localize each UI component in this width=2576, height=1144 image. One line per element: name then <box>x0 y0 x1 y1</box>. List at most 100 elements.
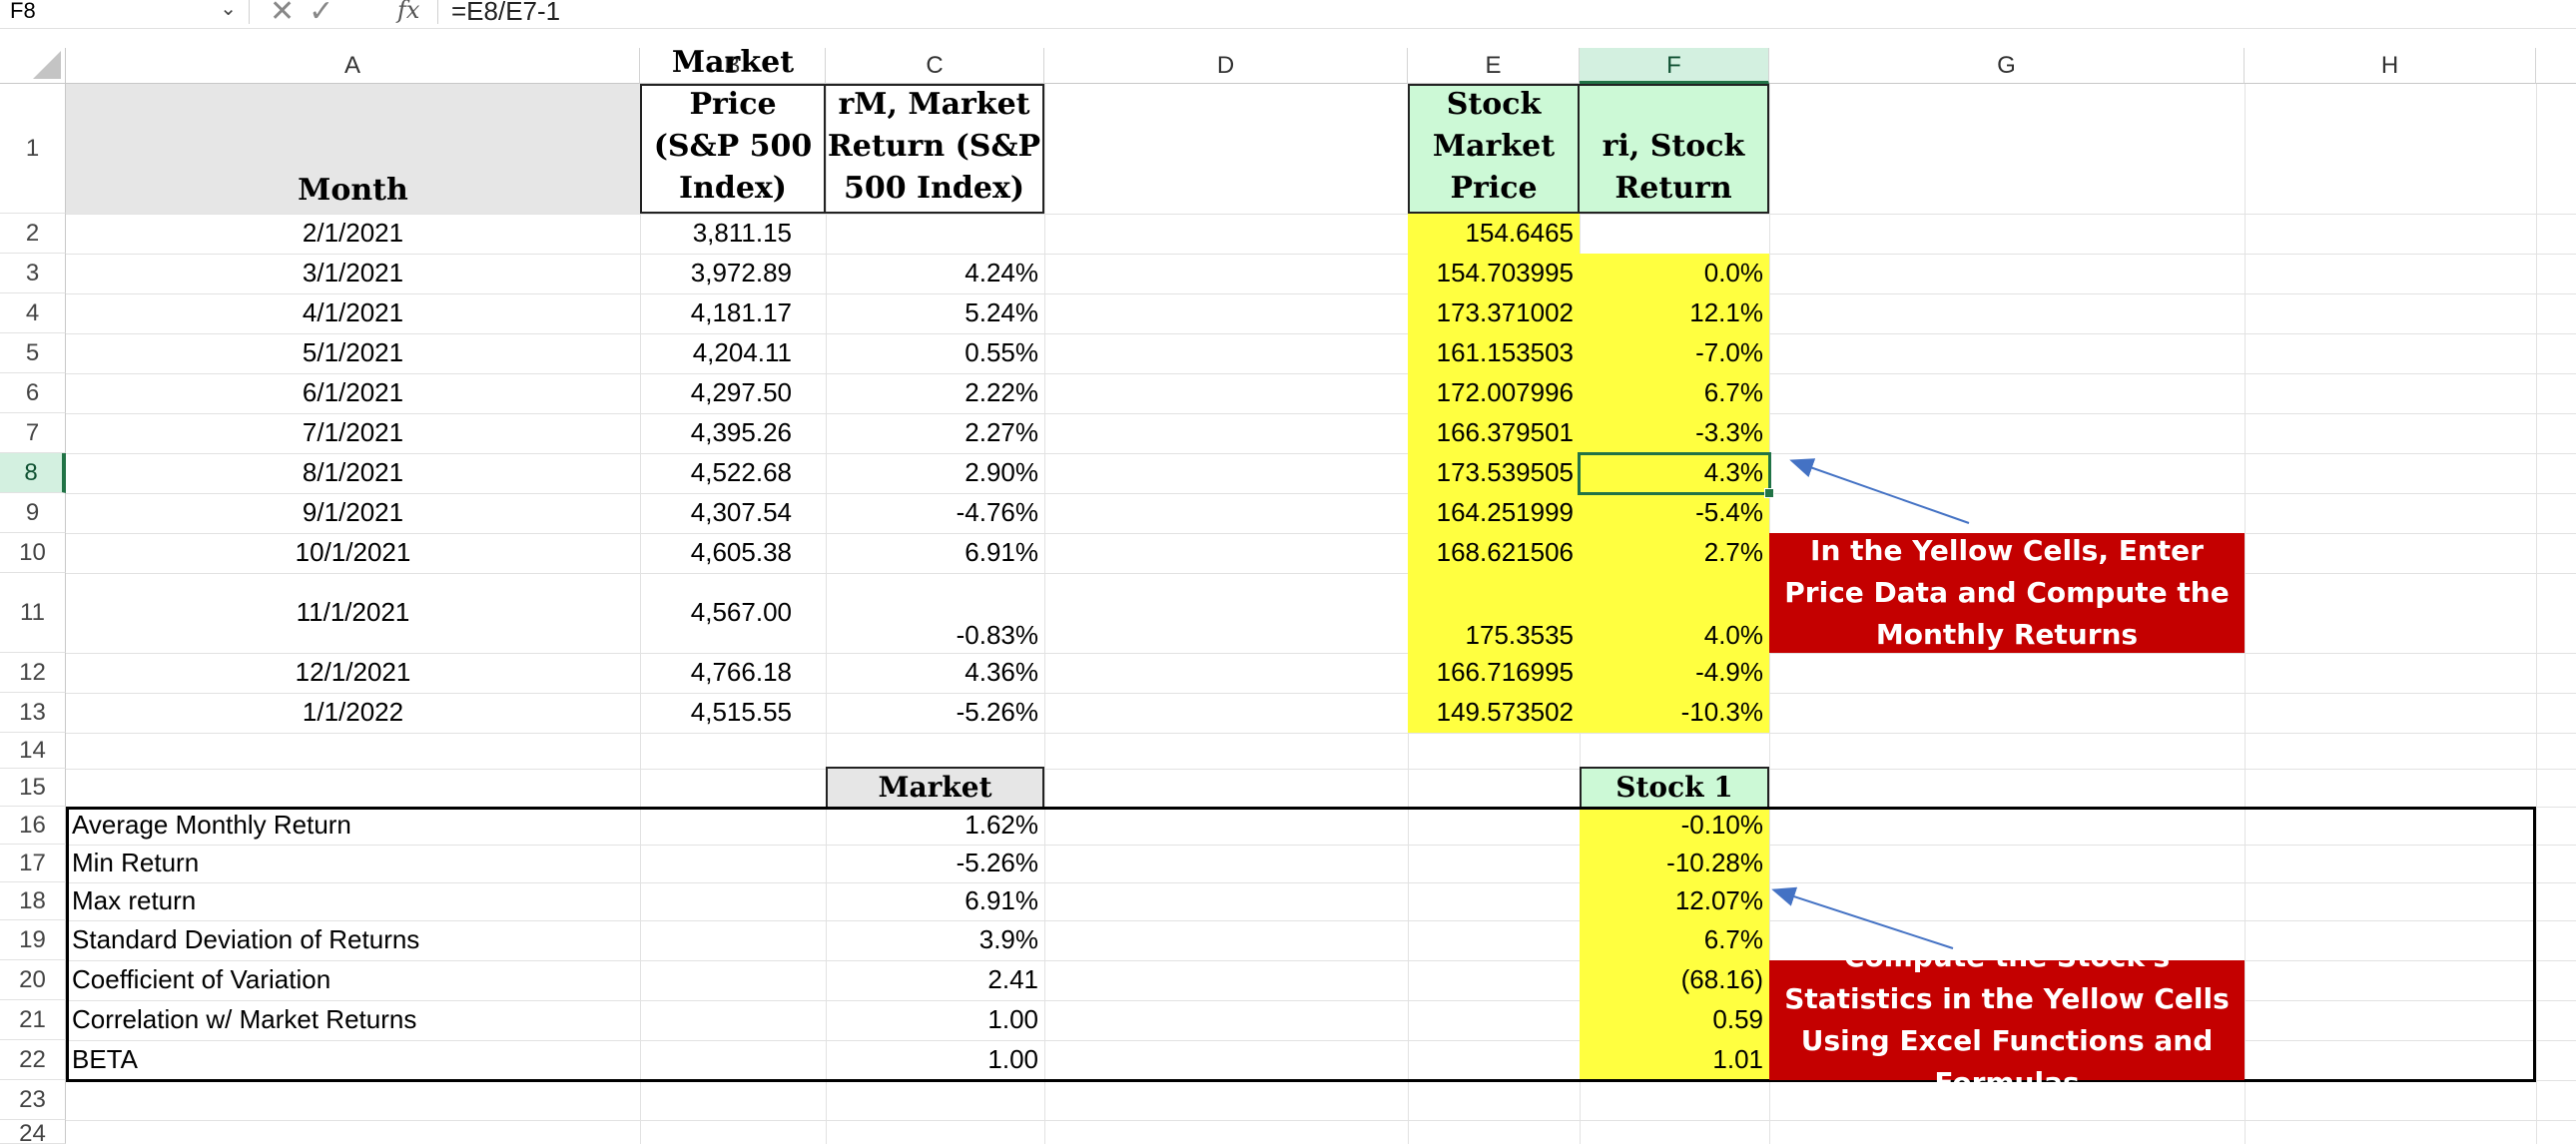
cell-market-price[interactable]: 4,605.38 <box>690 537 792 568</box>
cell-market-price[interactable]: 4,766.18 <box>690 657 792 688</box>
cell-market-return[interactable]: 4.24% <box>965 258 1038 288</box>
cell-month[interactable]: 6/1/2021 <box>302 377 404 408</box>
cell-market-price[interactable]: 4,567.00 <box>690 597 792 628</box>
stats-market-value[interactable]: 1.00 <box>987 1044 1038 1075</box>
cell-market-return[interactable]: 6.91% <box>965 537 1038 568</box>
cell-stock-return[interactable]: -5.4% <box>1695 497 1763 528</box>
cell-stock-return[interactable]: 4.0% <box>1703 619 1763 650</box>
name-box[interactable]: F8 ⌄ <box>0 0 250 24</box>
cell-stock-price[interactable]: 166.716995 <box>1436 657 1574 688</box>
stats-label[interactable]: Correlation w/ Market Returns <box>72 1004 417 1035</box>
fill-handle[interactable] <box>1764 488 1774 498</box>
row-header-17[interactable]: 17 <box>0 845 66 882</box>
stats-market-value[interactable]: 1.62% <box>965 810 1038 841</box>
row-header-23[interactable]: 23 <box>0 1080 66 1120</box>
cell-month[interactable]: 5/1/2021 <box>302 337 404 368</box>
cell-market-price[interactable]: 4,515.55 <box>690 697 792 728</box>
select-all-button[interactable] <box>0 48 66 84</box>
stats-label[interactable]: Average Monthly Return <box>72 810 351 841</box>
cell-month[interactable]: 2/1/2021 <box>302 218 404 249</box>
row-header-7[interactable]: 7 <box>0 413 66 453</box>
stats-stock-value[interactable]: 1.01 <box>1712 1044 1763 1075</box>
cell-market-price[interactable]: 4,395.26 <box>690 417 792 448</box>
cell-stock-price[interactable]: 166.379501 <box>1436 417 1574 448</box>
cell-stock-return[interactable]: 2.7% <box>1703 537 1763 568</box>
cell-stock-return[interactable]: 6.7% <box>1703 377 1763 408</box>
column-header-e[interactable]: E <box>1408 48 1580 84</box>
stats-stock-value[interactable]: 6.7% <box>1703 924 1763 955</box>
column-header-a[interactable]: A <box>66 48 640 84</box>
column-header-f[interactable]: F <box>1580 48 1769 84</box>
cancel-x-icon[interactable]: ✕ <box>270 0 310 28</box>
stats-label[interactable]: Standard Deviation of Returns <box>72 924 420 955</box>
stats-stock-value[interactable]: 12.07% <box>1674 885 1763 916</box>
cell-market-return[interactable]: -0.83% <box>956 619 1038 650</box>
row-header-14[interactable]: 14 <box>0 733 66 769</box>
row-header-3[interactable]: 3 <box>0 254 66 293</box>
stats-market-value[interactable]: 6.91% <box>965 885 1038 916</box>
cell-market-return[interactable]: 2.27% <box>965 417 1038 448</box>
row-header-8[interactable]: 8 <box>0 453 66 493</box>
column-header-b[interactable]: B <box>640 48 826 84</box>
cell-month[interactable]: 7/1/2021 <box>302 417 404 448</box>
row-header-1[interactable]: 1 <box>0 84 66 214</box>
cell-month[interactable]: 3/1/2021 <box>302 258 404 288</box>
cell-stock-price[interactable]: 172.007996 <box>1436 377 1574 408</box>
stats-label[interactable]: Max return <box>72 885 197 916</box>
stats-stock-value[interactable]: (68.16) <box>1680 964 1763 995</box>
cell-stock-return[interactable]: 0.0% <box>1703 258 1763 288</box>
cell-market-price[interactable]: 4,307.54 <box>690 497 792 528</box>
row-header-19[interactable]: 19 <box>0 920 66 960</box>
header-month[interactable]: Month <box>66 84 640 214</box>
cell-stock-price[interactable]: 173.371002 <box>1436 297 1574 328</box>
stats-stock-value[interactable]: 0.59 <box>1712 1004 1763 1035</box>
cell-market-price[interactable]: 4,522.68 <box>690 457 792 488</box>
cell-market-return[interactable]: 4.36% <box>965 657 1038 688</box>
column-header-d[interactable]: D <box>1044 48 1408 84</box>
column-header-h[interactable]: H <box>2245 48 2536 84</box>
cell-market-return[interactable]: -5.26% <box>956 697 1038 728</box>
cell-month[interactable]: 9/1/2021 <box>302 497 404 528</box>
row-header-12[interactable]: 12 <box>0 653 66 693</box>
cell-stock-return[interactable]: 4.3% <box>1703 457 1763 488</box>
cell-market-price[interactable]: 4,297.50 <box>690 377 792 408</box>
row-header-4[interactable]: 4 <box>0 293 66 333</box>
cell-stock-return[interactable]: -10.3% <box>1680 697 1763 728</box>
cell-month[interactable]: 11/1/2021 <box>296 597 410 628</box>
stats-label[interactable]: BETA <box>72 1044 138 1075</box>
cell-stock-price[interactable]: 168.621506 <box>1436 537 1574 568</box>
cell-month[interactable]: 8/1/2021 <box>302 457 404 488</box>
cell-stock-return[interactable]: -4.9% <box>1695 657 1763 688</box>
cell-month[interactable]: 1/1/2022 <box>302 697 404 728</box>
stats-header-market[interactable]: Market <box>826 767 1044 809</box>
stats-header-stock[interactable]: Stock 1 <box>1580 767 1769 809</box>
checkmark-icon[interactable]: ✓ <box>309 0 348 28</box>
cell-market-return[interactable]: -4.76% <box>956 497 1038 528</box>
cell-stock-return[interactable]: 12.1% <box>1689 297 1763 328</box>
cell-stock-price[interactable]: 161.153503 <box>1436 337 1574 368</box>
row-header-5[interactable]: 5 <box>0 333 66 373</box>
cell-market-price[interactable]: 4,181.17 <box>690 297 792 328</box>
cell-month[interactable]: 4/1/2021 <box>302 297 404 328</box>
cell-stock-price[interactable]: 154.703995 <box>1436 258 1574 288</box>
cell-stock-price[interactable]: 175.3535 <box>1465 619 1574 650</box>
row-header-15[interactable]: 15 <box>0 769 66 807</box>
cell-stock-price[interactable]: 149.573502 <box>1436 697 1574 728</box>
column-header-g[interactable]: G <box>1769 48 2245 84</box>
formula-input[interactable]: =E8/E7-1 <box>451 0 561 26</box>
cell-stock-price[interactable]: 173.539505 <box>1436 457 1574 488</box>
stats-market-value[interactable]: 1.00 <box>987 1004 1038 1035</box>
fx-icon[interactable]: fx <box>397 0 420 24</box>
cell-market-return[interactable]: 5.24% <box>965 297 1038 328</box>
row-header-10[interactable]: 10 <box>0 533 66 573</box>
cell-market-price[interactable]: 4,204.11 <box>692 337 792 368</box>
cell-market-return[interactable]: 2.22% <box>965 377 1038 408</box>
cell-stock-price[interactable]: 154.6465 <box>1465 218 1574 249</box>
cell-market-price[interactable]: 3,811.15 <box>692 218 792 249</box>
row-header-2[interactable]: 2 <box>0 214 66 254</box>
row-header-21[interactable]: 21 <box>0 1000 66 1040</box>
row-header-6[interactable]: 6 <box>0 373 66 413</box>
stats-stock-value[interactable]: -0.10% <box>1680 810 1763 841</box>
row-header-18[interactable]: 18 <box>0 882 66 920</box>
header-stock-return[interactable]: ri, Stock Return <box>1578 84 1769 214</box>
